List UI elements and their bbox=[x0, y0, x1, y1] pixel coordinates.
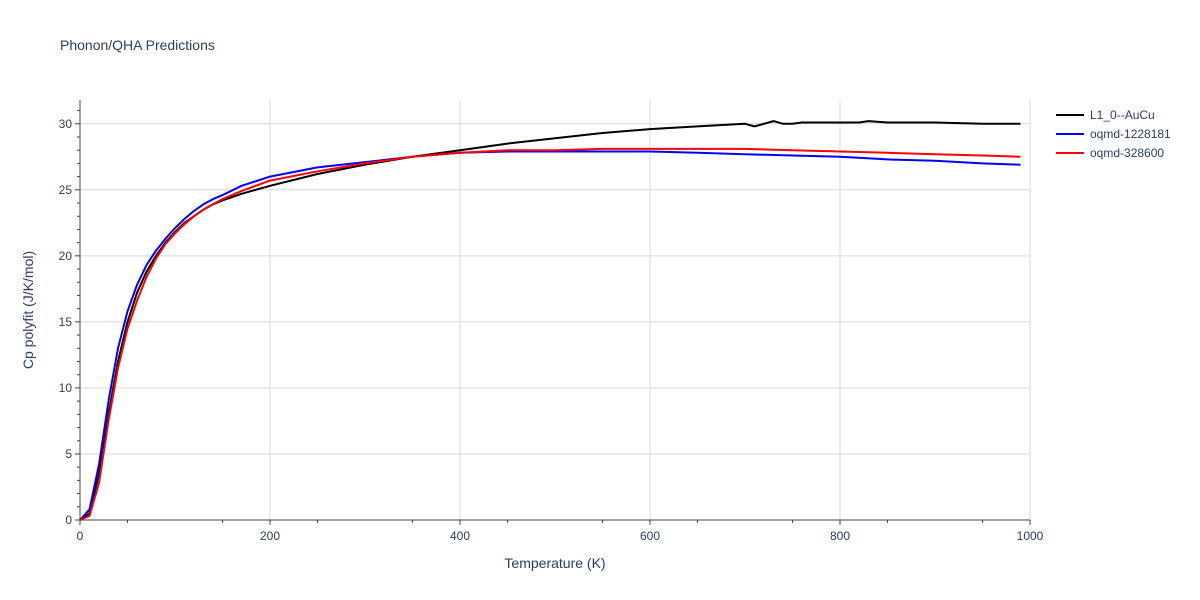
x-tick-label: 800 bbox=[830, 529, 850, 543]
x-tick-label: 400 bbox=[450, 529, 470, 543]
series-line-1 bbox=[79, 150, 1021, 521]
x-tick-label: 1000 bbox=[1017, 529, 1044, 543]
grid bbox=[80, 100, 1031, 520]
series-line-2 bbox=[79, 147, 1021, 521]
legend[interactable]: L1_0--AuCu oqmd-1228181 oqmd-328600 bbox=[1056, 108, 1171, 160]
x-tick-label: 600 bbox=[640, 529, 660, 543]
y-ticks: 0 5 10 15 20 25 30 bbox=[59, 110, 80, 527]
x-ticks: 0 200 400 600 800 1000 bbox=[77, 520, 1044, 543]
x-tick-label: 0 bbox=[77, 529, 84, 543]
legend-item-1[interactable]: oqmd-1228181 bbox=[1056, 127, 1171, 141]
y-tick-label: 10 bbox=[59, 381, 73, 395]
series-line-0 bbox=[79, 120, 1021, 521]
plot-area bbox=[79, 120, 1021, 521]
legend-label: oqmd-1228181 bbox=[1090, 127, 1171, 141]
y-axis-title: Cp polyfit (J/K/mol) bbox=[20, 251, 36, 369]
x-tick-label: 200 bbox=[260, 529, 280, 543]
y-tick-label: 15 bbox=[59, 315, 73, 329]
y-tick-label: 0 bbox=[65, 513, 72, 527]
chart-title: Phonon/QHA Predictions bbox=[60, 37, 215, 53]
y-tick-label: 30 bbox=[59, 117, 73, 131]
legend-item-2[interactable]: oqmd-328600 bbox=[1056, 146, 1164, 160]
legend-label: L1_0--AuCu bbox=[1090, 108, 1155, 122]
legend-item-0[interactable]: L1_0--AuCu bbox=[1056, 108, 1155, 122]
x-axis-title: Temperature (K) bbox=[504, 555, 605, 571]
axes bbox=[79, 100, 1030, 521]
y-tick-label: 5 bbox=[65, 447, 72, 461]
y-tick-label: 25 bbox=[59, 183, 73, 197]
legend-label: oqmd-328600 bbox=[1090, 146, 1164, 160]
y-tick-label: 20 bbox=[59, 249, 73, 263]
